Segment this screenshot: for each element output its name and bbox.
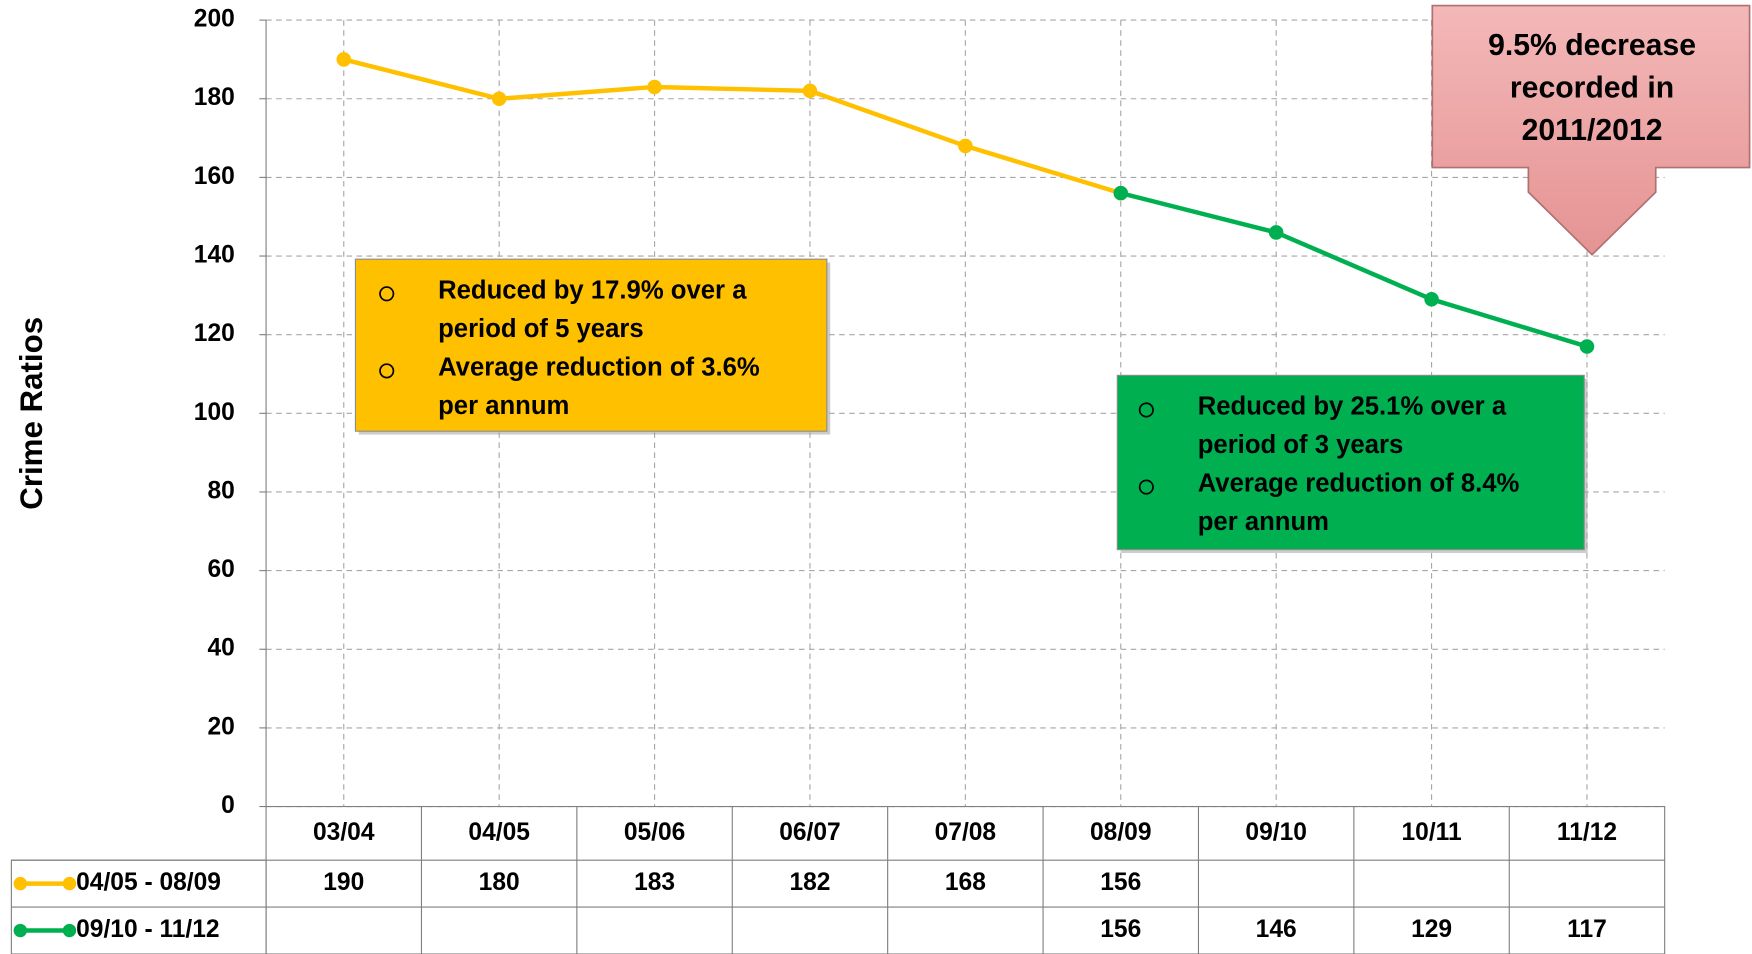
callout-text: 9.5% decrease: [1488, 29, 1696, 62]
x-tick-label: 06/07: [779, 819, 840, 846]
y-tick-label: 80: [207, 477, 234, 504]
series-line: [1120, 190, 1588, 349]
y-tick-label: 20: [207, 713, 234, 740]
point: [1579, 339, 1595, 354]
point: [1113, 185, 1129, 201]
table-value: 129: [1411, 916, 1452, 943]
bullet: [379, 363, 395, 379]
bullet: [1138, 479, 1154, 495]
legend-marker: [62, 923, 77, 938]
annotation-text: Reduced by 17.9% over a: [438, 276, 747, 304]
y-tick-label: 140: [194, 242, 235, 269]
legend-marker: [62, 876, 77, 891]
annotation-text: Average reduction of 3.6%: [438, 353, 760, 381]
bullet: [1138, 402, 1154, 418]
legend-label: 04/05 - 08/09: [76, 869, 221, 896]
series-line: [343, 57, 1122, 196]
table-value: 183: [634, 869, 675, 896]
bullet: [379, 286, 395, 302]
y-tick-label: 200: [194, 6, 235, 33]
x-tick-label: 03/04: [313, 819, 375, 846]
callout-text: 2011/2012: [1522, 114, 1663, 147]
table-value: 182: [789, 869, 830, 896]
y-tick-label: 100: [194, 399, 235, 426]
table-value: 180: [479, 869, 520, 896]
x-tick-label: 04/05: [468, 819, 529, 846]
table-value: 146: [1256, 916, 1297, 943]
table-value: 156: [1100, 869, 1141, 896]
point: [958, 138, 973, 154]
annotation-text: Average reduction of 8.4%: [1198, 470, 1520, 498]
callout-text: recorded in: [1510, 71, 1674, 104]
point: [647, 79, 662, 95]
annotation-box: [354, 258, 828, 432]
y-axis-label: Crime Ratios: [14, 317, 49, 510]
table-value: 190: [323, 869, 364, 896]
point: [802, 83, 818, 99]
annotation-text: per annum: [1198, 508, 1329, 536]
x-tick-label: 05/06: [624, 819, 685, 846]
y-tick-label: 120: [194, 320, 235, 347]
annotation-text: per annum: [438, 392, 569, 420]
y-tick-label: 0: [221, 792, 235, 819]
x-tick-label: 09/10: [1245, 819, 1306, 846]
x-tick-label: 11/12: [1557, 819, 1617, 846]
x-tick-label: 08/09: [1090, 819, 1151, 846]
y-tick-label: 60: [207, 556, 234, 583]
table-value: 168: [945, 869, 986, 896]
annotation-box: [1116, 374, 1585, 551]
y-tick-label: 40: [207, 635, 234, 662]
table-value: 117: [1567, 916, 1607, 943]
point: [1424, 292, 1439, 307]
y-tick-label: 160: [194, 163, 235, 190]
x-tick-label: 10/11: [1402, 819, 1462, 846]
point: [491, 91, 507, 107]
legend-marker: [13, 923, 28, 938]
annotation-text: Reduced by 25.1% over a: [1198, 393, 1507, 421]
legend-label: 09/10 - 11/12: [76, 916, 219, 943]
x-tick-label: 07/08: [935, 819, 996, 846]
table-value: 156: [1100, 916, 1141, 943]
y-tick-label: 180: [194, 84, 235, 111]
point: [1268, 225, 1284, 240]
annotation-text: period of 5 years: [438, 315, 644, 343]
point: [336, 52, 352, 67]
annotation-text: period of 3 years: [1198, 431, 1404, 459]
legend-marker: [13, 876, 28, 891]
callout-arrow: [1431, 4, 1751, 256]
